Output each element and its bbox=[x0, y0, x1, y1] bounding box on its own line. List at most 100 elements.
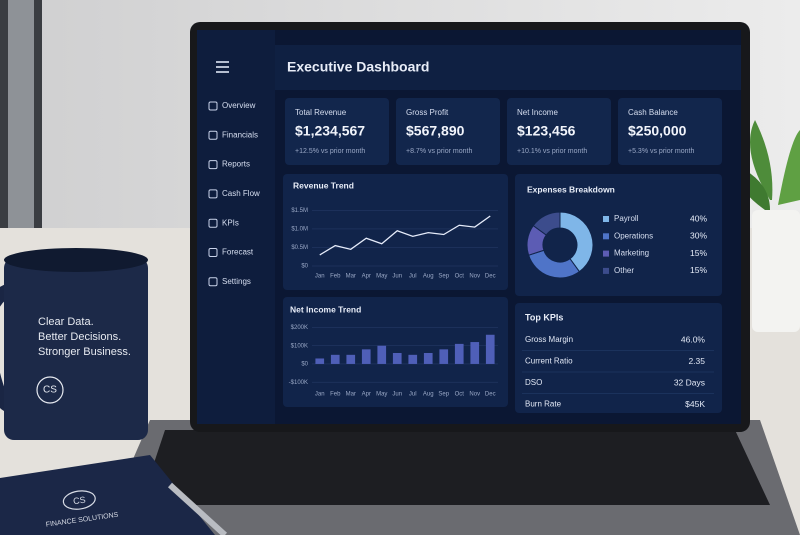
y-tick-label: $100K bbox=[291, 343, 308, 349]
x-tick-label: Jan bbox=[315, 274, 325, 280]
chart-title: Revenue Trend bbox=[293, 180, 354, 190]
kpi-card bbox=[618, 98, 722, 165]
x-tick-label: Jun bbox=[392, 392, 402, 398]
x-tick-label: Feb bbox=[330, 274, 341, 280]
pie-slice bbox=[559, 211, 594, 273]
y-tick-label: -$100K bbox=[289, 380, 308, 386]
bar bbox=[346, 354, 356, 364]
nav-item[interactable]: Overview bbox=[222, 101, 256, 110]
x-tick-label: May bbox=[376, 274, 387, 280]
panel bbox=[283, 297, 508, 407]
x-tick-label: Oct bbox=[455, 392, 465, 398]
nav-icon bbox=[208, 101, 218, 111]
dashboard-title: Executive Dashboard bbox=[287, 59, 429, 75]
legend-label: Operations bbox=[614, 231, 653, 240]
kpi-row-label: Gross Margin bbox=[525, 335, 573, 344]
kpi-label: Gross Profit bbox=[406, 108, 449, 117]
bar bbox=[485, 334, 495, 364]
bar bbox=[392, 353, 402, 364]
nav-icon bbox=[208, 218, 218, 228]
notebook bbox=[0, 455, 215, 535]
x-tick-label: Jul bbox=[409, 392, 417, 398]
nav-item[interactable]: Settings bbox=[222, 277, 251, 286]
legend-swatch bbox=[603, 216, 609, 222]
kpi-change: +12.5% vs prior month bbox=[295, 148, 365, 155]
menu-icon[interactable] bbox=[216, 61, 229, 73]
bar bbox=[377, 345, 387, 364]
kpi-value: $250,000 bbox=[628, 123, 687, 139]
kpi-card bbox=[396, 98, 500, 165]
kpi-row-label: Current Ratio bbox=[525, 357, 573, 366]
window bbox=[8, 0, 34, 228]
nav-item[interactable]: Forecast bbox=[222, 248, 254, 257]
keyboard bbox=[140, 430, 770, 505]
nav-item[interactable]: KPIs bbox=[222, 218, 239, 227]
bar bbox=[408, 354, 418, 364]
x-tick-label: Oct bbox=[455, 274, 465, 280]
x-tick-label: Jun bbox=[392, 274, 402, 280]
mug bbox=[0, 248, 148, 440]
bar bbox=[470, 342, 480, 364]
x-tick-label: Sep bbox=[438, 392, 449, 398]
x-tick-label: Dec bbox=[485, 392, 496, 398]
y-tick-label: $0.5M bbox=[291, 245, 308, 251]
x-tick-label: Aug bbox=[423, 392, 434, 398]
x-tick-label: Apr bbox=[362, 274, 371, 280]
nav-icon bbox=[208, 160, 218, 170]
y-tick-label: $200K bbox=[291, 325, 308, 331]
x-tick-label: Sep bbox=[438, 274, 449, 280]
value-label: 15% bbox=[690, 248, 707, 258]
y-tick-label: $0 bbox=[301, 264, 308, 270]
line bbox=[319, 215, 491, 256]
x-tick-label: Dec bbox=[485, 274, 496, 280]
pen bbox=[167, 482, 228, 535]
nav-item[interactable]: Financials bbox=[222, 130, 258, 139]
y-tick-label: $0 bbox=[301, 362, 308, 368]
kpi-label: Cash Balance bbox=[628, 108, 678, 117]
x-tick-label: Apr bbox=[362, 392, 371, 398]
bar bbox=[315, 358, 325, 364]
kpi-row-value: $45K bbox=[685, 399, 705, 409]
nav-item[interactable]: Cash Flow bbox=[222, 189, 260, 198]
mug-logo: CS bbox=[43, 385, 57, 396]
bar bbox=[423, 353, 433, 364]
notebook-logo-ring bbox=[62, 490, 96, 510]
nav-icon bbox=[208, 189, 218, 199]
x-tick-label: Mar bbox=[346, 274, 356, 280]
pie-slice bbox=[532, 211, 561, 236]
bar bbox=[330, 354, 340, 364]
x-tick-label: Mar bbox=[346, 392, 356, 398]
mug-text: Clear Data. bbox=[38, 316, 94, 328]
chart-title: Expenses Breakdown bbox=[527, 184, 615, 194]
x-tick-label: Aug bbox=[423, 274, 434, 280]
notebook-logo: CS bbox=[72, 495, 86, 507]
legend-swatch bbox=[603, 233, 609, 240]
x-tick-label: Jan bbox=[315, 392, 325, 398]
kpi-change: +8.7% vs prior month bbox=[406, 148, 472, 155]
nav-icon bbox=[208, 277, 218, 287]
value-label: 15% bbox=[690, 265, 707, 275]
kpi-label: Total Revenue bbox=[295, 108, 347, 117]
nav-icon bbox=[208, 130, 218, 140]
bar bbox=[361, 349, 371, 364]
value-label: 30% bbox=[690, 231, 707, 241]
x-tick-label: Feb bbox=[330, 392, 341, 398]
kpi-change: +10.1% vs prior month bbox=[517, 148, 587, 155]
kpi-value: $1,234,567 bbox=[295, 123, 365, 139]
legend-label: Other bbox=[614, 266, 634, 275]
x-tick-label: May bbox=[376, 392, 387, 398]
nav-item[interactable]: Reports bbox=[222, 160, 250, 169]
panel bbox=[515, 303, 722, 413]
y-tick-label: $1.0M bbox=[291, 227, 308, 233]
y-tick-label: $1.5M bbox=[291, 208, 308, 214]
kpi-card bbox=[285, 98, 389, 165]
kpi-row-label: DSO bbox=[525, 378, 542, 387]
kpi-value: $567,890 bbox=[406, 123, 465, 139]
mug-text: Better Decisions. bbox=[38, 331, 121, 343]
x-tick-label: Nov bbox=[469, 274, 480, 280]
value-label: 40% bbox=[690, 213, 707, 223]
kpi-row-value: 2.35 bbox=[688, 356, 705, 366]
x-tick-label: Jul bbox=[409, 274, 417, 280]
